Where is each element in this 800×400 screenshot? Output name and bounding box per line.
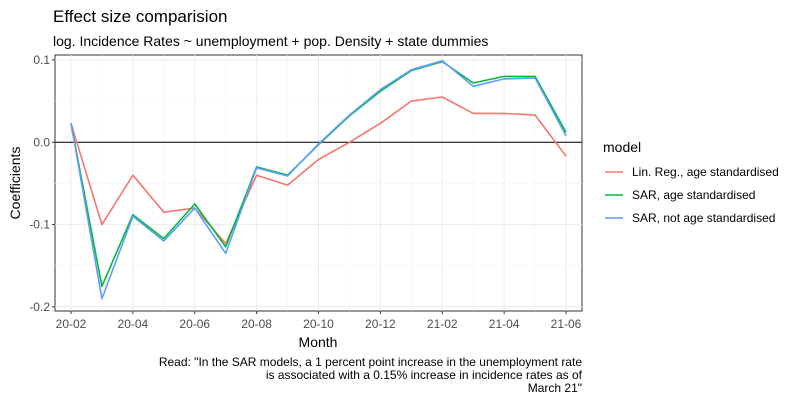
x-tick-label: 20-06 xyxy=(179,317,210,331)
series-layer xyxy=(70,59,567,300)
x-axis-title: Month xyxy=(299,334,338,350)
caption-line-2: is associated with a 0.15% increase in i… xyxy=(266,368,583,382)
caption-line-1: Read: "In the SAR models, a 1 percent po… xyxy=(159,355,582,369)
legend-label-3: SAR, not age standardised xyxy=(632,211,775,225)
legend-title: model xyxy=(603,139,641,155)
chart-title: Effect size comparision xyxy=(53,7,227,26)
x-tick-label: 21-06 xyxy=(551,317,582,331)
x-tick-label: 20-02 xyxy=(56,317,87,331)
legend-label-1: Lin. Reg., age standardised xyxy=(632,165,779,179)
series-line-1 xyxy=(70,96,567,245)
x-tick-label: 20-08 xyxy=(241,317,272,331)
legend: model Lin. Reg., age standardised SAR, ag… xyxy=(603,139,779,228)
x-tick-label: 20-12 xyxy=(365,317,396,331)
x-axis-ticks: 20-02 20-04 20-06 20-08 20-10 20-12 21-02 21-04… xyxy=(56,311,582,331)
legend-label-2: SAR, age standardised xyxy=(632,188,755,202)
chart-subtitle: log. Incidence Rates ~ unemployment + po… xyxy=(53,33,488,49)
x-tick-label: 21-02 xyxy=(427,317,458,331)
x-tick-label: 21-04 xyxy=(489,317,520,331)
y-tick-label: -0.1 xyxy=(29,218,50,232)
y-tick-label: -0.2 xyxy=(29,300,50,314)
plot-area xyxy=(54,54,583,312)
y-axis-ticks: -0.2 -0.1 0.0 0.1 xyxy=(29,53,55,314)
y-axis-title: Coefficients xyxy=(7,147,23,220)
caption: Read: "In the SAR models, a 1 percent po… xyxy=(159,355,583,395)
legend-items: Lin. Reg., age standardised SAR, age stan… xyxy=(603,162,779,228)
series-line-3 xyxy=(70,59,567,300)
x-tick-label: 20-04 xyxy=(118,317,149,331)
y-tick-label: 0.1 xyxy=(33,53,50,67)
x-tick-label: 20-10 xyxy=(303,317,334,331)
caption-line-3: March 21" xyxy=(528,381,582,395)
y-tick-label: 0.0 xyxy=(33,135,50,149)
